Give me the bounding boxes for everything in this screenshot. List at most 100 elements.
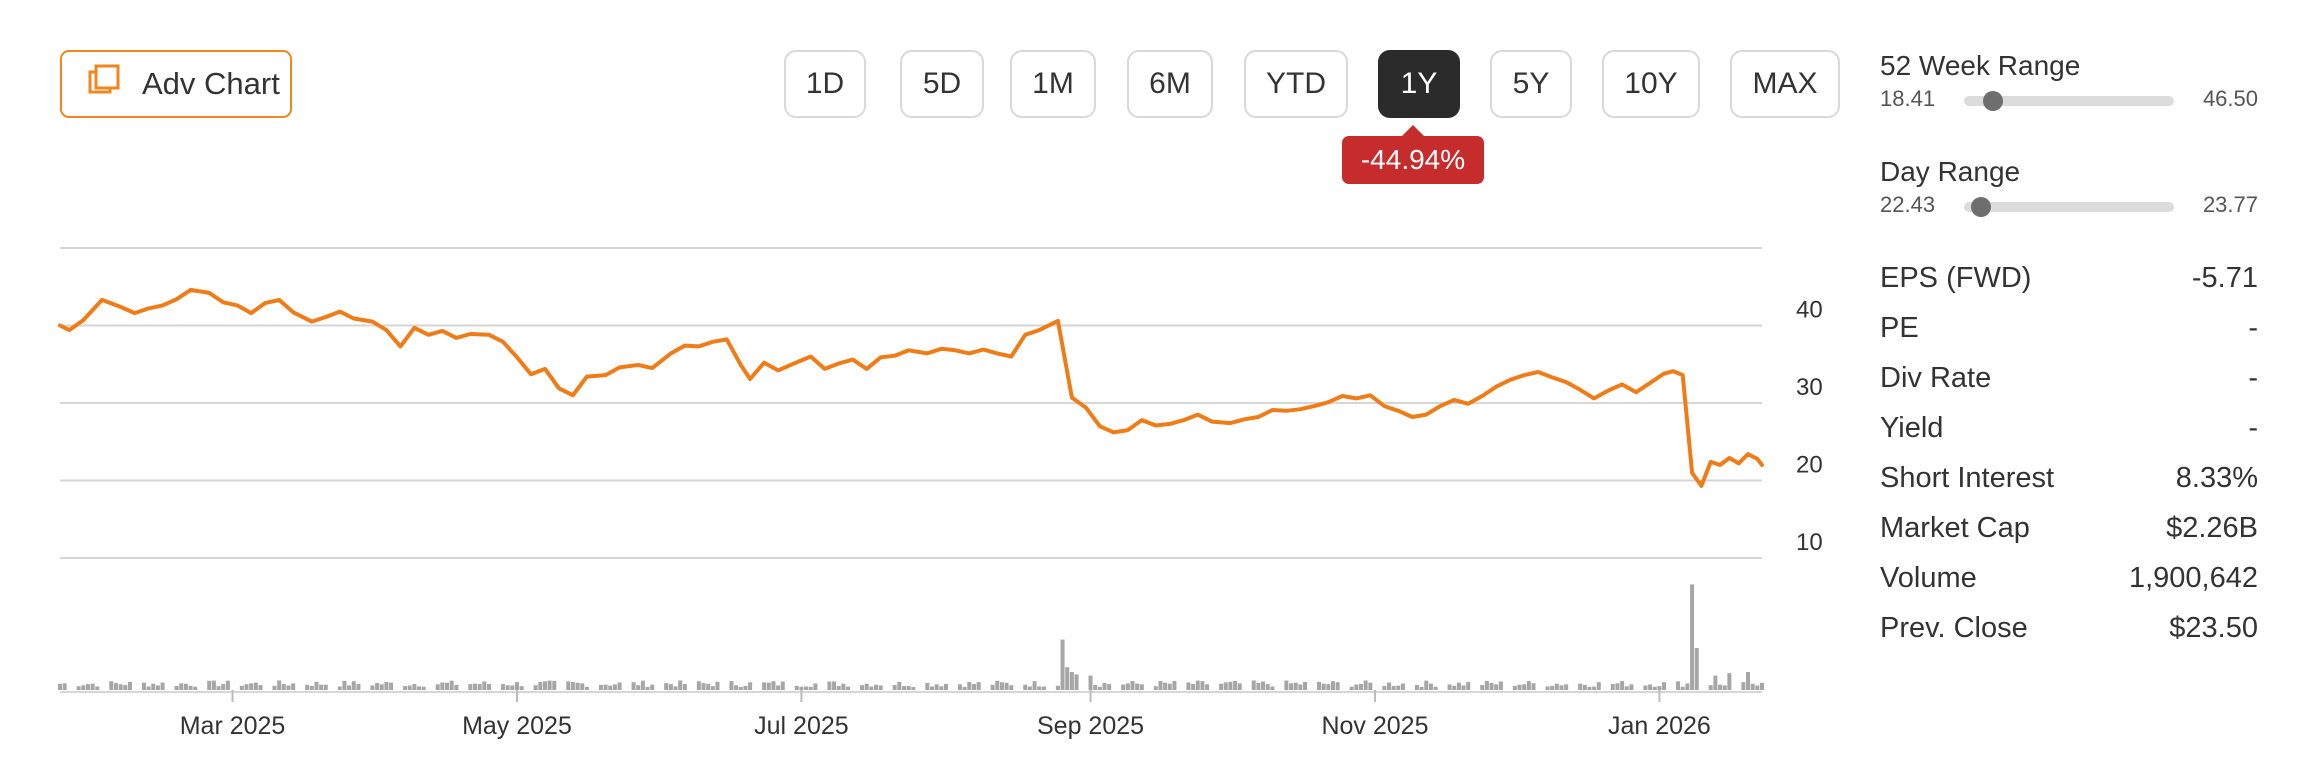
stat-pe: PE - — [1880, 303, 2258, 353]
volume-bar — [542, 681, 547, 690]
volume-bar — [319, 684, 324, 690]
stat-value: - — [2248, 311, 2258, 344]
volume-bar — [1741, 682, 1746, 690]
stat-label: EPS (FWD) — [1880, 261, 2032, 294]
range-button-6m[interactable]: 6M — [1127, 50, 1213, 118]
price-chart[interactable]: 10 20 30 40 Mar 2025 May 2025 Jul 2025 Sep 2025… — [0, 0, 1850, 780]
volume-bar — [253, 682, 258, 690]
day-range-title: Day Range — [1880, 156, 2021, 187]
range-button-1y[interactable]: 1Y — [1378, 50, 1460, 118]
volume-bar — [1065, 667, 1070, 690]
stat-value: $23.50 — [2169, 611, 2258, 644]
volume-bar — [477, 684, 482, 690]
stat-value: $2.26B — [2166, 511, 2258, 544]
day-marker — [1970, 197, 1991, 217]
volume-bar — [1596, 682, 1601, 690]
range-button-1m[interactable]: 1M — [1010, 50, 1096, 118]
volume-bar — [1643, 685, 1648, 690]
volume-bar — [1298, 684, 1303, 690]
volume-bar — [636, 685, 641, 690]
volume-bar — [1130, 681, 1135, 690]
volume-bar — [1121, 684, 1126, 690]
stat-value: 8.33% — [2175, 461, 2258, 494]
stat-label: Short Interest — [1880, 461, 2055, 494]
volume-bar — [239, 685, 244, 690]
volume-bar — [1074, 674, 1079, 690]
volume-bar — [1424, 680, 1429, 690]
volume-bar — [878, 685, 883, 690]
volume-bar — [1386, 682, 1391, 690]
volume-bar — [440, 682, 445, 690]
range-button-1d[interactable]: 1D — [784, 50, 866, 118]
range-button-max[interactable]: MAX — [1730, 50, 1840, 118]
volume-bar — [631, 682, 636, 690]
volume-bar — [902, 686, 907, 690]
x-tick-label: May 2025 — [462, 712, 572, 740]
volume-bar — [141, 682, 146, 690]
volume-bar — [449, 680, 454, 690]
volume-bar — [1167, 683, 1172, 690]
volume-bar — [1027, 686, 1032, 690]
volume-bar — [598, 684, 603, 690]
volume-bar — [1331, 681, 1336, 690]
volume-bar — [1760, 682, 1764, 690]
volume-bar — [1368, 682, 1373, 690]
volume-bar — [188, 685, 193, 690]
volume-bar — [160, 682, 165, 690]
volume-bar — [151, 683, 156, 690]
volume-bar — [417, 686, 422, 690]
volume-bar — [1289, 683, 1294, 690]
volume-bar — [1293, 682, 1298, 690]
volume-bar — [580, 683, 585, 690]
volume-bar — [939, 686, 944, 690]
volume-bar — [1023, 684, 1028, 690]
volume-bar — [76, 686, 81, 690]
volume-bar — [1135, 683, 1140, 690]
volume-bar — [272, 685, 277, 690]
volume-bar — [347, 685, 352, 690]
volume-bar — [1223, 682, 1228, 690]
range-button-10y[interactable]: 10Y — [1602, 50, 1700, 118]
volume-bar — [608, 685, 613, 690]
range-button-5d[interactable]: 5D — [900, 50, 984, 118]
volume-bar — [1200, 681, 1205, 690]
volume-bar — [967, 682, 972, 690]
stat-label: PE — [1880, 311, 1919, 344]
volume-bar — [1620, 681, 1625, 690]
volume-bar — [1713, 675, 1718, 690]
volume-bar — [766, 682, 771, 690]
volume-bar — [892, 685, 897, 690]
volume-bar — [81, 685, 86, 690]
volume-bar — [486, 684, 491, 690]
volume-bar — [617, 682, 622, 690]
volume-bar — [1554, 683, 1559, 690]
volume-bar — [1102, 683, 1107, 690]
x-tick-label: Nov 2025 — [1321, 712, 1428, 740]
volume-bar — [776, 685, 781, 690]
volume-bar — [146, 686, 151, 690]
volume-bar — [808, 686, 813, 690]
stat-label: Volume — [1880, 561, 1977, 594]
volume-bar — [999, 682, 1004, 690]
volume-bar — [1237, 683, 1242, 690]
volume-bar — [929, 686, 934, 690]
week52-marker — [1983, 91, 2004, 111]
volume-bar — [1191, 683, 1196, 690]
volume-bar — [1363, 680, 1368, 690]
volume-bar — [1009, 685, 1014, 690]
volume-bar — [309, 685, 314, 690]
volume-bar — [1032, 681, 1037, 690]
stat-label: Yield — [1880, 411, 1944, 444]
volume-bar — [701, 683, 706, 690]
volume-bar — [874, 684, 879, 690]
volume-bar — [1489, 683, 1494, 690]
adv-chart-button[interactable]: Adv Chart — [60, 50, 292, 118]
range-button-ytd[interactable]: YTD — [1244, 50, 1348, 118]
volume-bar — [1107, 684, 1112, 690]
volume-bar — [1303, 682, 1308, 690]
volume-bar — [813, 683, 818, 690]
volume-bar — [1055, 685, 1060, 690]
volume-bar — [225, 680, 230, 690]
range-button-5y[interactable]: 5Y — [1490, 50, 1572, 118]
volume-bar — [445, 682, 450, 690]
